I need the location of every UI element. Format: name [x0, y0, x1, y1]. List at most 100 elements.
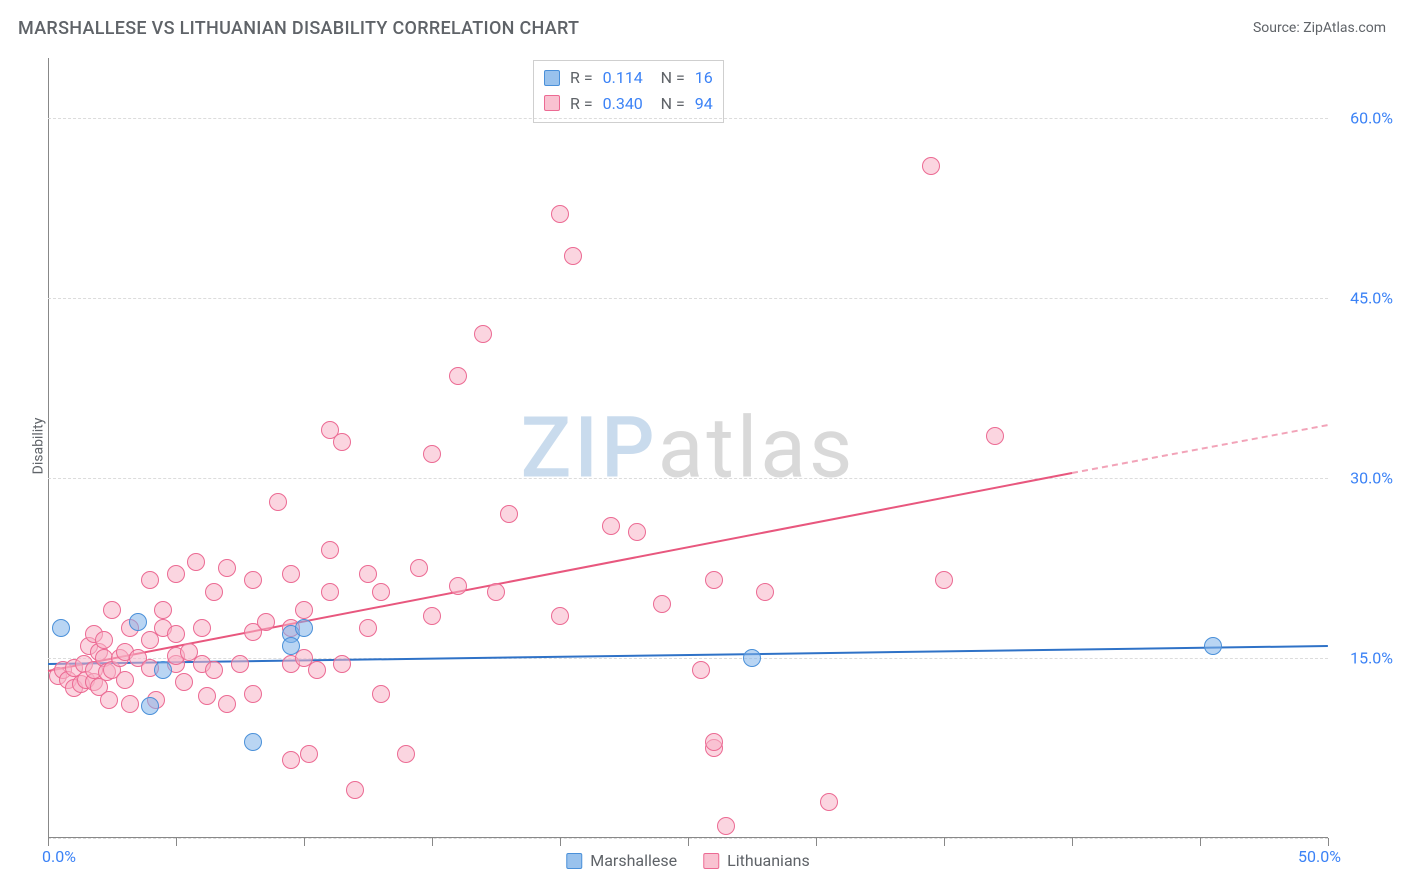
marker-lithuanians: [359, 619, 377, 637]
swatch-blue-icon: [544, 70, 560, 86]
marker-lithuanians: [449, 367, 467, 385]
marker-lithuanians: [141, 571, 159, 589]
marker-lithuanians: [551, 205, 569, 223]
n-value: 16: [695, 65, 713, 91]
legend-item: Marshallese: [566, 851, 677, 870]
marker-lithuanians: [282, 565, 300, 583]
x-tick-mark: [944, 838, 945, 846]
n-value: 94: [695, 91, 713, 117]
marker-lithuanians: [244, 571, 262, 589]
r-label: R =: [570, 91, 593, 117]
marker-lithuanians: [218, 559, 236, 577]
marker-lithuanians: [282, 751, 300, 769]
plot-area: ZIPatlas R = 0.114 N = 16 R = 0.340 N = …: [48, 58, 1328, 838]
marker-lithuanians: [205, 583, 223, 601]
watermark: ZIPatlas: [521, 399, 856, 498]
x-tick-label: 50.0%: [1298, 847, 1341, 866]
stats-legend: R = 0.114 N = 16 R = 0.340 N = 94: [533, 60, 724, 123]
marker-lithuanians: [692, 661, 710, 679]
marker-marshallese: [1204, 637, 1222, 655]
r-label: R =: [570, 65, 593, 91]
y-axis-label: Disability: [30, 418, 46, 475]
marker-lithuanians: [423, 607, 441, 625]
source-attribution: Source: ZipAtlas.com: [1253, 20, 1386, 36]
chart-container: MARSHALLESE VS LITHUANIAN DISABILITY COR…: [0, 0, 1406, 892]
marker-lithuanians: [922, 157, 940, 175]
marker-lithuanians: [205, 661, 223, 679]
marker-marshallese: [52, 619, 70, 637]
marker-lithuanians: [653, 595, 671, 613]
swatch-pink-icon: [544, 95, 560, 111]
marker-marshallese: [244, 733, 262, 751]
x-tick-mark: [1072, 838, 1073, 846]
marker-lithuanians: [231, 655, 249, 673]
marker-lithuanians: [705, 733, 723, 751]
marker-lithuanians: [756, 583, 774, 601]
marker-lithuanians: [193, 619, 211, 637]
marker-marshallese: [282, 637, 300, 655]
marker-lithuanians: [500, 505, 518, 523]
marker-lithuanians: [198, 687, 216, 705]
marker-lithuanians: [295, 601, 313, 619]
n-label: N =: [661, 91, 685, 117]
marker-lithuanians: [474, 325, 492, 343]
marker-marshallese: [743, 649, 761, 667]
marker-lithuanians: [300, 745, 318, 763]
marker-lithuanians: [269, 493, 287, 511]
y-tick-label: 60.0%: [1333, 109, 1393, 128]
marker-lithuanians: [705, 571, 723, 589]
trend-line: [48, 472, 1072, 672]
series-legend: Marshallese Lithuanians: [566, 851, 809, 870]
marker-lithuanians: [167, 565, 185, 583]
marker-lithuanians: [321, 541, 339, 559]
marker-lithuanians: [820, 793, 838, 811]
marker-lithuanians: [372, 685, 390, 703]
chart-title: MARSHALLESE VS LITHUANIAN DISABILITY COR…: [18, 18, 579, 39]
marker-lithuanians: [986, 427, 1004, 445]
legend-item: Lithuanians: [703, 851, 810, 870]
marker-lithuanians: [121, 695, 139, 713]
marker-lithuanians: [333, 655, 351, 673]
y-tick-label: 15.0%: [1333, 649, 1393, 668]
stats-legend-row: R = 0.340 N = 94: [544, 91, 713, 117]
marker-lithuanians: [187, 553, 205, 571]
marker-lithuanians: [935, 571, 953, 589]
x-tick-mark: [176, 838, 177, 846]
marker-lithuanians: [397, 745, 415, 763]
y-axis-line: [48, 58, 49, 838]
source-value: ZipAtlas.com: [1303, 20, 1386, 36]
marker-lithuanians: [333, 433, 351, 451]
watermark-zip: ZIP: [521, 399, 658, 498]
marker-lithuanians: [116, 671, 134, 689]
legend-label: Lithuanians: [727, 851, 810, 870]
x-tick-mark: [560, 838, 561, 846]
marker-lithuanians: [175, 673, 193, 691]
marker-lithuanians: [95, 631, 113, 649]
r-value: 0.340: [603, 91, 651, 117]
marker-lithuanians: [244, 685, 262, 703]
marker-lithuanians: [423, 445, 441, 463]
marker-lithuanians: [372, 583, 390, 601]
marker-marshallese: [295, 619, 313, 637]
swatch-pink-icon: [703, 853, 719, 869]
marker-lithuanians: [167, 625, 185, 643]
y-tick-label: 45.0%: [1333, 289, 1393, 308]
x-tick-mark: [688, 838, 689, 846]
x-tick-mark: [1200, 838, 1201, 846]
marker-lithuanians: [103, 601, 121, 619]
grid-line: [48, 118, 1328, 119]
marker-lithuanians: [359, 565, 377, 583]
legend-label: Marshallese: [590, 851, 677, 870]
marker-lithuanians: [321, 583, 339, 601]
stats-legend-row: R = 0.114 N = 16: [544, 65, 713, 91]
marker-lithuanians: [717, 817, 735, 835]
marker-marshallese: [141, 697, 159, 715]
marker-lithuanians: [487, 583, 505, 601]
marker-lithuanians: [308, 661, 326, 679]
x-tick-mark: [1328, 838, 1329, 846]
n-label: N =: [661, 65, 685, 91]
marker-lithuanians: [410, 559, 428, 577]
marker-lithuanians: [257, 613, 275, 631]
swatch-blue-icon: [566, 853, 582, 869]
marker-lithuanians: [564, 247, 582, 265]
